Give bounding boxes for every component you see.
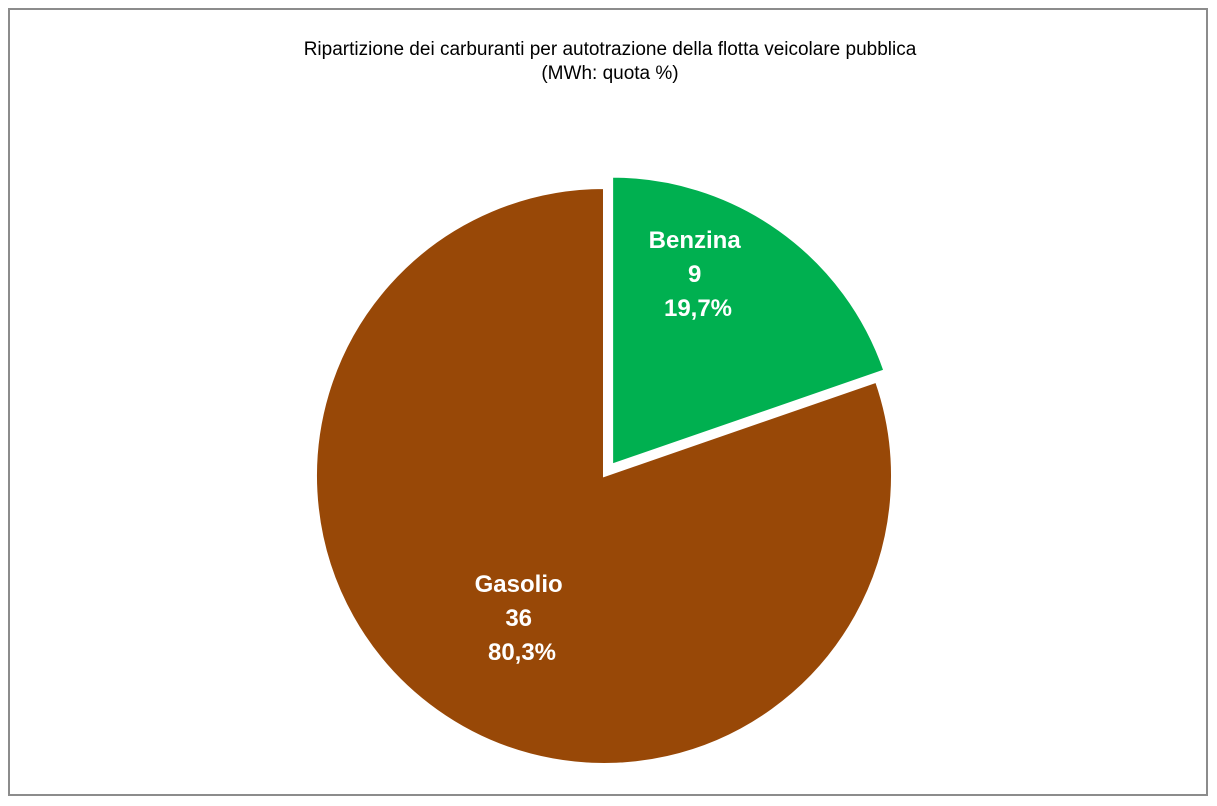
- slice-value-benzina: 9: [688, 261, 701, 288]
- slice-label-benzina: Benzina 9 19,7%: [649, 227, 748, 322]
- pie-slice-gasolio: [315, 186, 893, 765]
- slice-value-gasolio: 36: [505, 605, 532, 632]
- pie-slice-benzina: [611, 175, 886, 467]
- slice-name-benzina: Benzina: [649, 227, 742, 254]
- slice-percent-benzina: 19,7%: [664, 295, 732, 322]
- chart-title-block: Ripartizione dei carburanti per autotraz…: [10, 38, 1210, 86]
- slice-percent-gasolio: 80,3%: [488, 639, 556, 666]
- chart-title: Ripartizione dei carburanti per autotraz…: [303, 39, 917, 60]
- slice-name-gasolio: Gasolio: [475, 571, 563, 598]
- chart-subtitle: (MWh: quota %): [541, 63, 679, 84]
- slice-label-gasolio: Gasolio 36 80,3%: [475, 571, 570, 666]
